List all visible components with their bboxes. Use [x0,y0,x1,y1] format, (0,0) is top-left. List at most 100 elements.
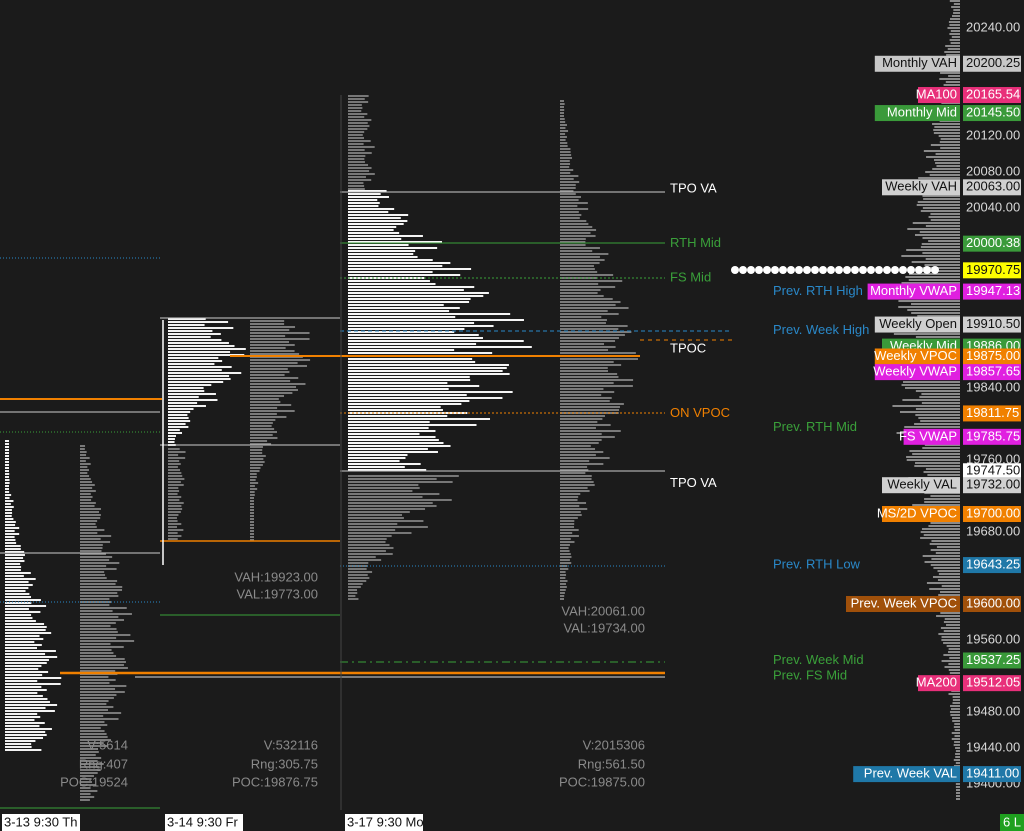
profile-row [924,498,960,500]
profile-row [925,258,960,260]
profile-row [955,786,960,788]
profile-row [5,662,47,664]
profile-row [348,107,363,109]
profile-row [348,158,365,160]
profile-row [5,548,21,550]
profile-row [168,499,180,501]
profile-row [5,695,43,697]
price-tag-name-box [853,766,960,783]
price-tag-name: Weekly VWAP [873,364,957,379]
profile-row [5,629,46,631]
profile-row [5,518,14,520]
profile-row [560,463,604,465]
profile-row [348,406,441,408]
profile-row [250,344,295,346]
profile-row [80,583,116,585]
profile-row [348,170,370,172]
profile-row [560,499,578,501]
profile-row [947,27,960,29]
profile-row [348,211,389,213]
profile-row [943,630,960,632]
profile-row [946,54,960,56]
profile-row [560,268,595,270]
profile-row [920,210,960,212]
profile-row [80,748,98,750]
profile-row [5,719,35,721]
profile-row [348,337,483,339]
profile-row [348,379,471,381]
profile-row [80,706,114,708]
profile-row [348,529,396,531]
price-tag-name: Prev. Week VAL [864,766,957,781]
profile-row [911,303,960,305]
price-tag-name: Weekly VPOC [874,348,957,363]
price-tag-box [963,675,1021,692]
profile-row [921,243,960,245]
profile-row [80,493,91,495]
profile-row [956,792,960,794]
price-tag-name-box [874,55,960,72]
profile-row [80,727,101,729]
profile-row [348,526,428,528]
price-tag-name: Prev. Week VPOC [851,595,957,610]
profile-row [250,476,257,478]
price-tag-value: 20165.54 [966,86,1020,101]
profile-row [250,524,254,526]
profile-row [250,515,254,517]
profile-row [5,683,61,685]
profile-row [348,418,491,420]
profile-row [168,348,246,350]
profile-row [168,402,198,404]
price-tag-name: Monthly VWAP [870,283,957,298]
profile-row [955,762,960,764]
profile-row [80,670,116,672]
profile-row [250,413,277,415]
profile-row [560,244,586,246]
profile-row [560,484,595,486]
profile-row [929,588,960,590]
profile-row [560,559,570,561]
profile-row [901,282,960,284]
profile-row [560,298,613,300]
profile-row [5,680,38,682]
profile-row [348,205,379,207]
profile-row [348,319,524,321]
price-tag-value: 19875.00 [966,348,1020,363]
marker-dot [843,266,851,274]
profile-row [5,593,30,595]
profile-row [348,382,448,384]
profile-row [348,292,489,294]
profile-row [80,547,103,549]
profile-row [560,364,622,366]
profile-row [945,45,960,47]
price-tag-name: MS/2D VPOC [877,505,957,520]
level-label: Prev. RTH Low [773,557,861,572]
profile-row [250,452,263,454]
profile-row [348,185,365,187]
profile-row [168,351,231,353]
profile-row [80,799,90,801]
profile-row [168,321,229,323]
profile-row [348,226,397,228]
profile-row [348,571,373,573]
profile-row [80,559,110,561]
profile-row [5,506,14,508]
price-tag-name: Weekly VAL [887,477,957,492]
price-tick-label: 19480.00 [966,703,1020,718]
profile-row [560,373,618,375]
profile-row [168,511,181,513]
profile-row [5,584,33,586]
profile-row [922,555,960,557]
profile-row [348,568,367,570]
marker-dot [787,266,795,274]
profile-row [80,682,110,684]
profile-row [250,446,263,448]
profile-row [5,488,9,490]
profile-row [949,672,960,674]
profile-row [5,632,52,634]
profile-row [560,112,564,114]
profile-row [80,730,105,732]
profile-row [250,329,290,331]
profile-row [250,512,254,514]
profile-row [168,366,232,368]
